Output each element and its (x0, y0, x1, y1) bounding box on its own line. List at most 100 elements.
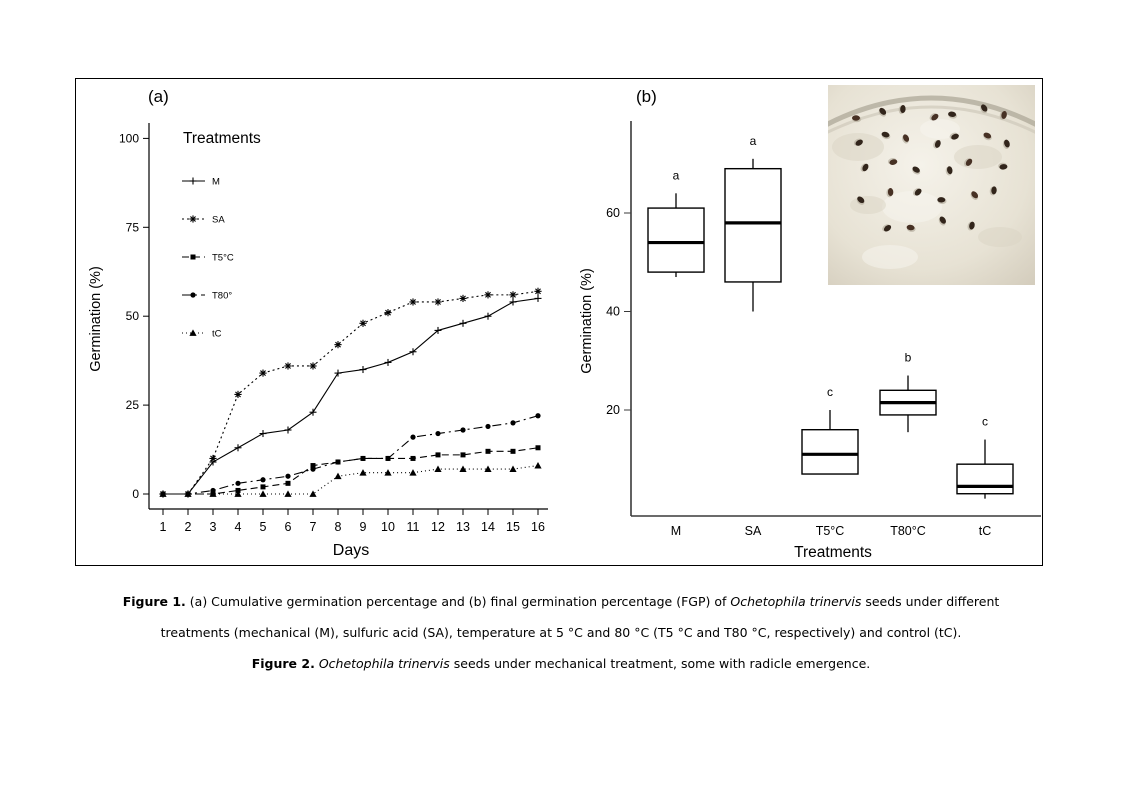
seed (933, 140, 941, 149)
svg-text:5: 5 (260, 520, 267, 534)
seed (970, 191, 979, 200)
svg-text:c: c (982, 415, 988, 429)
seed (938, 216, 946, 226)
seed (967, 221, 975, 231)
seed (948, 111, 958, 119)
seed (853, 138, 863, 146)
svg-text:Germination (%): Germination (%) (579, 268, 595, 374)
box-SA: a SA (724, 134, 782, 538)
seed (980, 104, 988, 114)
svg-text:40: 40 (606, 305, 620, 319)
svg-text:13: 13 (456, 520, 470, 534)
svg-text:20: 20 (606, 403, 620, 417)
caption-segment: seeds under different (861, 594, 1000, 609)
box-T80°C: b T80°C (879, 351, 937, 538)
seed (881, 131, 891, 140)
svg-text:50: 50 (126, 309, 140, 323)
svg-text:Germination (%): Germination (%) (88, 266, 104, 372)
svg-text:a: a (673, 168, 680, 182)
caption-segment: seeds under mechanical treatment, some w… (449, 656, 871, 671)
seed (852, 115, 862, 123)
svg-text:c: c (827, 385, 833, 399)
panel-b-label: (b) (636, 87, 657, 106)
svg-text:2: 2 (185, 520, 192, 534)
svg-text:8: 8 (335, 520, 342, 534)
seed (945, 166, 953, 176)
svg-text:6: 6 (285, 520, 292, 534)
svg-text:7: 7 (310, 520, 317, 534)
svg-text:T80°: T80° (212, 291, 232, 302)
svg-text:11: 11 (407, 520, 420, 534)
figure-captions: Figure 1. (a) Cumulative germination per… (0, 586, 1122, 679)
seed (887, 158, 898, 165)
svg-text:tC: tC (212, 329, 222, 340)
seed (937, 197, 947, 205)
svg-text:T80°C: T80°C (890, 524, 926, 538)
svg-text:M: M (671, 524, 681, 538)
figure-1-caption-line-1: Figure 1. (a) Cumulative germination per… (0, 586, 1122, 617)
seed (912, 166, 921, 175)
seed (912, 188, 922, 196)
svg-text:1: 1 (160, 520, 167, 534)
svg-text:Treatments: Treatments (794, 544, 872, 561)
svg-text:Treatments: Treatments (183, 130, 261, 147)
seed (989, 186, 997, 196)
seed (964, 158, 973, 167)
seed (906, 224, 916, 232)
figure-1-panel: (a) (b) 0 25 50 75 100 1 2 3 4 5 6 7 8 9 10 11 12 13 14 15 1… (75, 78, 1043, 566)
svg-text:SA: SA (212, 215, 225, 226)
seed (929, 113, 939, 121)
seed (882, 224, 892, 232)
seed (886, 188, 894, 198)
svg-text:M: M (212, 177, 220, 188)
svg-text:4: 4 (235, 520, 242, 534)
seed (998, 162, 1008, 170)
box-M: aM (647, 168, 705, 538)
seed (901, 134, 910, 144)
dish-rim (828, 95, 1035, 127)
seed (949, 132, 959, 140)
caption-segment: Ochetophila trinervis (318, 656, 450, 671)
caption-segment: Ochetophila trinervis (730, 594, 862, 609)
caption-segment: Figure 2. (251, 656, 315, 671)
seed (1002, 139, 1010, 149)
svg-text:9: 9 (360, 520, 367, 534)
svg-text:T5°C: T5°C (816, 524, 845, 538)
seed (856, 196, 865, 205)
series-tC (159, 461, 542, 497)
svg-text:12: 12 (431, 520, 445, 534)
series-SA (159, 287, 542, 498)
seed (999, 111, 1007, 120)
caption-segment: Figure 1. (122, 594, 186, 609)
svg-text:10: 10 (381, 520, 395, 534)
box-tC: c tC (956, 415, 1014, 538)
svg-text:3: 3 (210, 520, 217, 534)
svg-text:60: 60 (606, 206, 620, 220)
seed (860, 163, 869, 172)
svg-text:16: 16 (531, 520, 545, 534)
svg-text:tC: tC (979, 524, 992, 538)
svg-text:b: b (905, 351, 912, 365)
svg-text:14: 14 (481, 520, 495, 534)
svg-text:75: 75 (126, 220, 140, 234)
svg-text:25: 25 (126, 398, 140, 412)
legend: Treatments M SA T5°C T80° tC (182, 130, 261, 340)
svg-text:a: a (750, 134, 757, 148)
figure-1-caption-line-2: treatments (mechanical (M), sulfuric aci… (0, 617, 1122, 648)
seed (898, 105, 906, 115)
caption-segment: treatments (mechanical (M), sulfuric aci… (160, 625, 962, 640)
series-M (159, 294, 542, 498)
seed (878, 107, 887, 117)
petri-dish-seeds-photo (828, 85, 1035, 285)
seed (983, 132, 992, 141)
fgp-boxplot-chart: 204060aMaSAcT5°CbT80°CctCTreatmentsGermi… (579, 121, 1041, 561)
svg-text:0: 0 (132, 487, 139, 501)
series-T5°C (160, 445, 541, 497)
svg-text:SA: SA (745, 524, 762, 538)
box-T5°C: c T5°C (801, 385, 859, 538)
svg-text:T5°C: T5°C (212, 253, 234, 264)
svg-text:15: 15 (506, 520, 520, 534)
svg-text:Days: Days (333, 542, 369, 559)
